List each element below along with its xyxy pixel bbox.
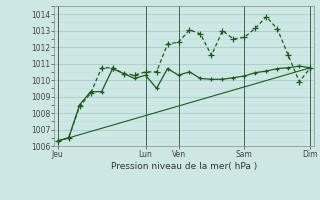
X-axis label: Pression niveau de la mer( hPa ): Pression niveau de la mer( hPa ): [111, 162, 257, 171]
